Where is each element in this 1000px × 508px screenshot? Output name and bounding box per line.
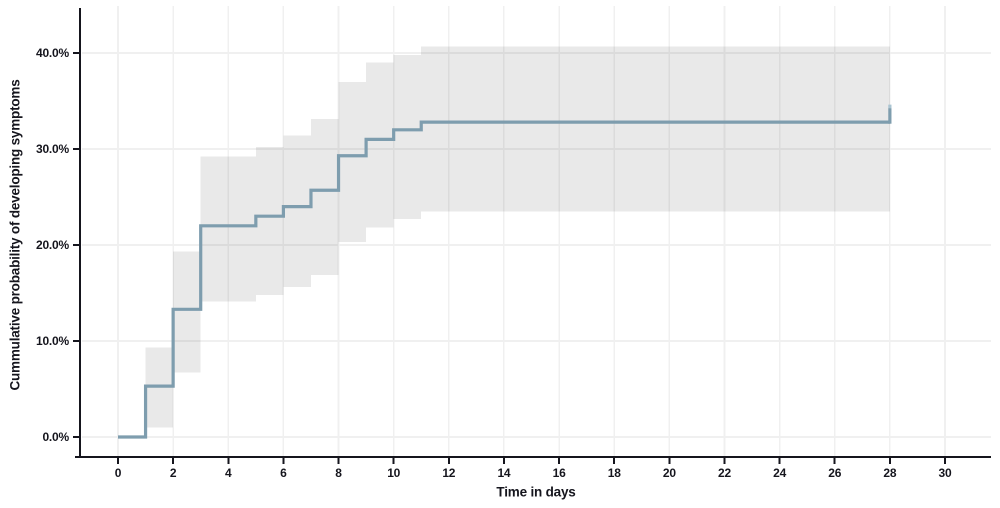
x-axis-title: Time in days [496, 484, 576, 500]
y-tick-label: 0.0% [42, 430, 69, 444]
x-tick-label: 24 [773, 466, 786, 480]
x-tick-label: 6 [280, 466, 287, 480]
confidence-band [145, 46, 890, 428]
x-tick-label: 12 [442, 466, 455, 480]
x-tick-label: 18 [608, 466, 621, 480]
y-tick-label: 40.0% [36, 46, 70, 60]
y-tick-label: 10.0% [36, 334, 70, 348]
x-tick-label: 30 [939, 466, 952, 480]
x-tick-label: 8 [335, 466, 342, 480]
x-tick-label: 16 [553, 466, 566, 480]
y-tick-label: 30.0% [36, 142, 70, 156]
x-tick-label: 28 [883, 466, 896, 480]
y-tick-label: 20.0% [36, 238, 70, 252]
y-axis-title: Cummulative probability of developing sy… [7, 79, 23, 391]
x-tick-label: 4 [225, 466, 232, 480]
x-tick-label: 26 [828, 466, 841, 480]
x-tick-label: 0 [115, 466, 122, 480]
x-tick-label: 20 [663, 466, 676, 480]
x-tick-label: 10 [387, 466, 400, 480]
x-tick-label: 14 [497, 466, 510, 480]
x-tick-label: 22 [718, 466, 731, 480]
survival-step-line [118, 120, 890, 439]
x-tick-label: 2 [170, 466, 177, 480]
